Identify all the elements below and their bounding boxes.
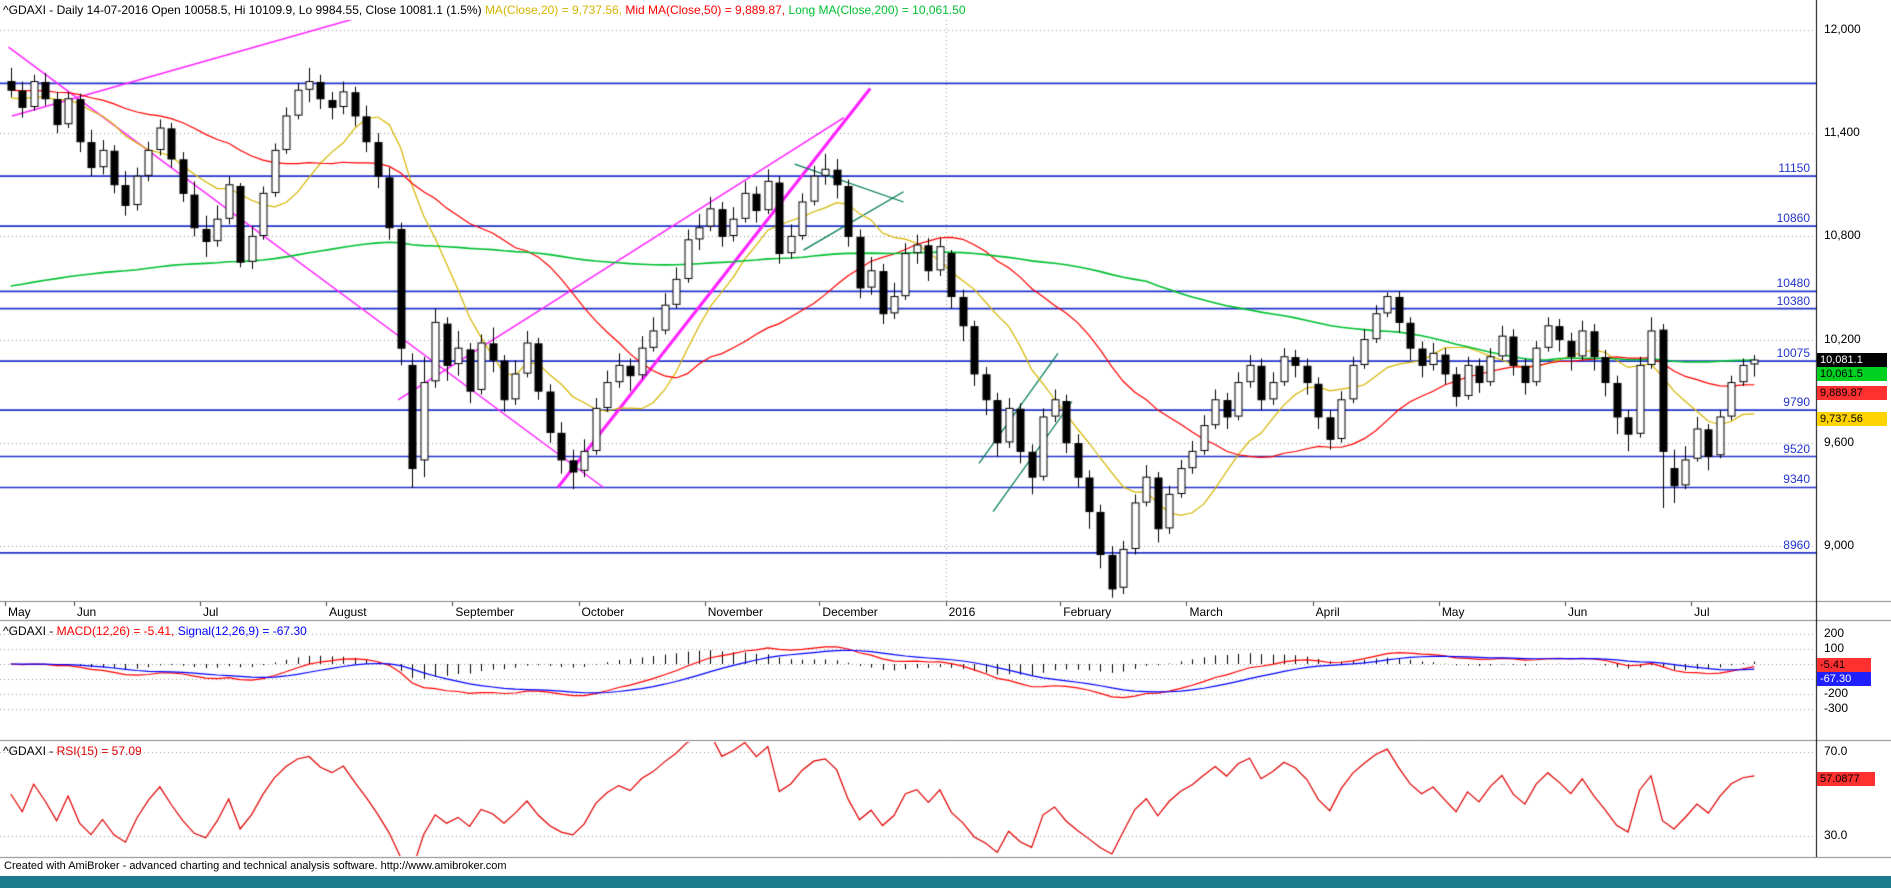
macd-panel-title: ^GDAXI - MACD(12,26) = -5.41, Signal(12,… bbox=[3, 624, 307, 638]
macd-value-box: -5.41 bbox=[1817, 657, 1871, 672]
main-title-ohlc: ^GDAXI - Daily 14-07-2016 Open 10058.5, … bbox=[3, 3, 485, 17]
title-ma20: MA(Close,20) = 9,737.56, bbox=[484, 3, 626, 17]
bottom-bar bbox=[0, 876, 1891, 888]
rsi-panel-title: ^GDAXI - RSI(15) = 57.09 bbox=[3, 744, 142, 758]
rsi-value-box: 57.0877 bbox=[1817, 772, 1875, 787]
title-ma50: Mid MA(Close,50) = 9,889.87, bbox=[625, 3, 789, 17]
signal-title-value: Signal(12,26,9) = -67.30 bbox=[177, 624, 307, 638]
rsi-title-value: RSI(15) = 57.09 bbox=[56, 744, 142, 758]
main-panel-title: ^GDAXI - Daily 14-07-2016 Open 10058.5, … bbox=[3, 3, 966, 17]
macd-title-symbol: ^GDAXI - bbox=[3, 624, 57, 638]
macd-title-value: MACD(12,26) = -5.41, bbox=[56, 624, 178, 638]
rsi-title-symbol: ^GDAXI - bbox=[3, 744, 57, 758]
amibroker-credit-text: Created with AmiBroker - advanced charti… bbox=[4, 860, 507, 872]
title-ma200: Long MA(Close,200) = 10,061.50 bbox=[788, 3, 966, 17]
ma200-value-box: 10,061.5 bbox=[1817, 367, 1887, 382]
signal-value-box: -67.30 bbox=[1817, 671, 1871, 686]
last-close-price-box: 10,081.1 bbox=[1817, 353, 1887, 368]
ma50-value-box: 9,889.87 bbox=[1817, 385, 1887, 400]
ma20-value-box: 9,737.56 bbox=[1817, 412, 1887, 427]
